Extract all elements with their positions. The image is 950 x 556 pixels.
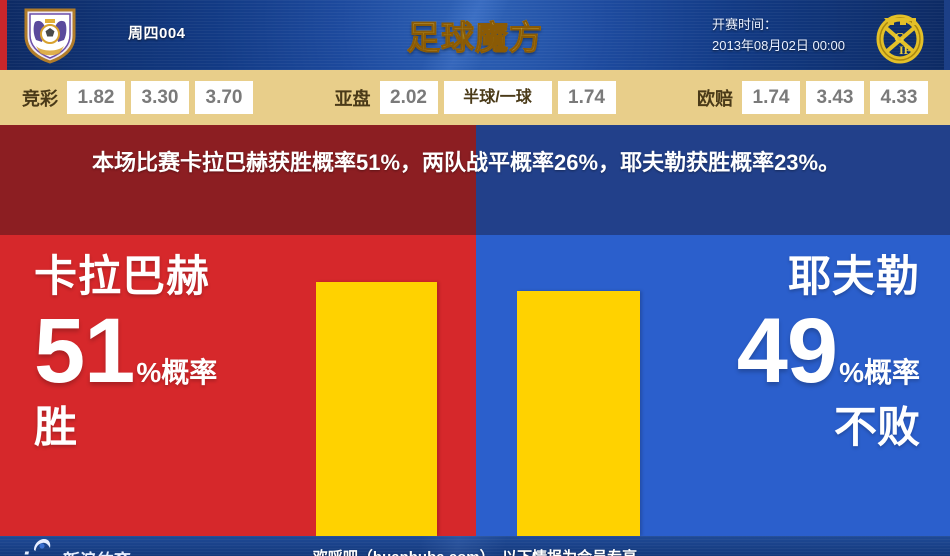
match-number: 周四004 [128,25,186,42]
away-team-name: 耶夫勒 [788,253,920,301]
summary-band: 本场比赛卡拉巴赫获胜概率51%，两队战平概率26%，耶夫勒获胜概率23%。 [0,125,950,235]
bar-home-probability [316,282,437,536]
away-probability-value: 49 [736,300,838,402]
sina-logo-word: sina [10,550,56,556]
home-probability-value: 51 [34,300,135,402]
summary-text: 本场比赛卡拉巴赫获胜概率51%，两队战平概率26%，耶夫勒获胜概率23%。 [92,150,841,175]
header-right-accent [944,0,950,70]
odds-group-oupei: 欧赔 1.74 3.43 4.33 [697,81,928,114]
svg-text:IF: IF [899,43,911,57]
kickoff-time: 2013年08月02日 00:00 [712,38,845,53]
away-probability-suffix: %概率 [839,357,920,388]
away-team-block: 耶夫勒 49 %概率 不败 [620,253,920,453]
qarabag-crest-icon [22,6,78,64]
odds-yapan-home[interactable]: 2.02 [379,81,438,114]
odds-group-jingcai: 竞彩 1.82 3.30 3.70 [22,81,253,114]
odds-bar: 竞彩 1.82 3.30 3.70 亚盘 2.02 半球/一球 1.74 欧赔 … [0,70,950,125]
summary-left-backdrop [0,125,476,235]
summary-right-backdrop [476,125,950,235]
sina-logo[interactable]: sina 新浪体育 [10,539,128,556]
footer: sina 新浪体育 欢呼吧（huanhuba.com），以下情报为会员专享 [0,536,950,556]
odds-label-jingcai: 竞彩 [22,88,58,109]
bar-away-probability [517,291,640,536]
odds-jingcai-home[interactable]: 1.82 [67,81,125,114]
odds-group-yapan: 亚盘 2.02 半球/一球 1.74 [335,81,616,114]
odds-oupei-away[interactable]: 4.33 [870,81,928,114]
footer-message: 欢呼吧（huanhuba.com），以下情报为会员专享 [313,546,637,556]
odds-oupei-draw[interactable]: 3.43 [806,81,864,114]
svg-text:G: G [894,31,905,46]
sina-logo-cn: 新浪体育 [60,550,128,556]
odds-jingcai-away[interactable]: 3.70 [195,81,253,114]
brand-logo-text: 足球魔方 [407,11,543,59]
brand-logo: 足球魔方 [390,9,560,61]
odds-label-oupei: 欧赔 [697,88,733,109]
kickoff-label: 开赛时间： [712,17,778,32]
odds-oupei-home[interactable]: 1.74 [742,81,800,114]
odds-yapan-away[interactable]: 1.74 [557,81,616,114]
home-team-block: 卡拉巴赫 51 %概率 胜 [34,253,304,453]
away-outcome-label: 不败 [834,404,920,452]
gefle-crest-icon: G IF [872,6,928,64]
odds-yapan-handicap[interactable]: 半球/一球 [443,81,552,114]
home-team-name: 卡拉巴赫 [34,253,210,301]
home-outcome-label: 胜 [34,404,77,452]
header: 周四004 足球魔方 开赛时间： 2013年08月02日 00:00 G IF [0,0,950,70]
odds-jingcai-draw[interactable]: 3.30 [131,81,189,114]
sina-eye-icon [34,539,51,551]
home-probability-row: 51 %概率 [34,305,304,397]
odds-label-yapan: 亚盘 [334,88,371,109]
probability-chart: 卡拉巴赫 51 %概率 胜 耶夫勒 49 %概率 不败 [0,235,950,536]
home-probability-suffix: %概率 [136,357,218,388]
header-left-accent [0,0,7,70]
kickoff-info: 开赛时间： 2013年08月02日 00:00 [712,14,845,56]
away-probability-row: 49 %概率 [620,305,920,397]
